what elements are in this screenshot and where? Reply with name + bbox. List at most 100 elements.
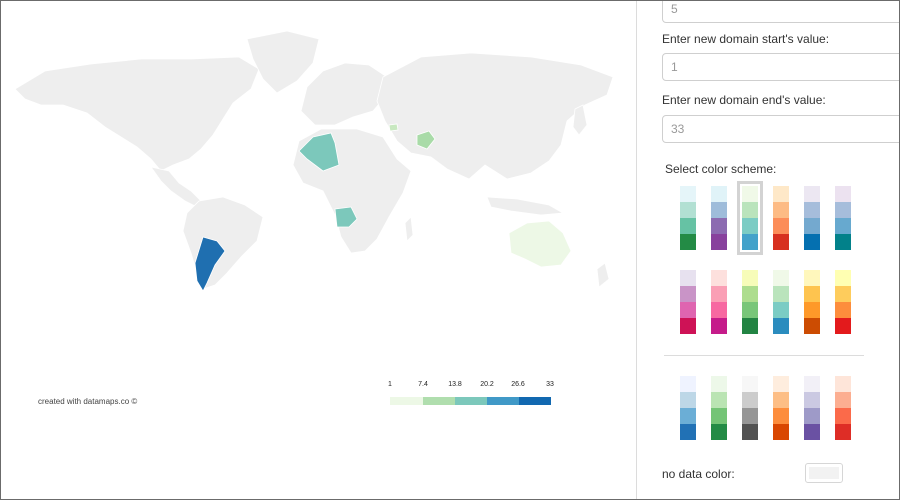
south-america-landmass [182,196,264,290]
color-scheme-swatch [680,424,696,440]
domain-start-input[interactable] [662,53,900,81]
color-scheme-option[interactable] [742,376,758,440]
color-scheme-swatch [804,424,820,440]
legend-swatch [519,397,551,405]
color-scheme-swatch [711,424,727,440]
color-scheme-swatch [835,424,851,440]
north-america-landmass [14,56,260,172]
color-scheme-swatch [773,392,789,408]
legend-label: 26.6 [511,381,525,388]
color-scheme-swatch [711,218,727,234]
color-scheme-swatch [773,408,789,424]
new-zealand-landmass [596,262,610,288]
color-scheme-option[interactable] [804,376,820,440]
color-scheme-option[interactable] [711,186,727,250]
color-scheme-swatch [742,202,758,218]
color-scheme-option[interactable] [835,270,851,334]
color-scheme-swatch [804,318,820,334]
color-scheme-swatch [742,186,758,202]
color-scheme-option[interactable] [680,270,696,334]
legend-label: 20.2 [480,381,494,388]
color-scheme-option[interactable] [773,376,789,440]
no-data-color-swatch [809,467,839,479]
country-australia [508,220,572,268]
color-scheme-swatch [773,234,789,250]
map-credit: created with datamaps.co © [38,397,138,406]
madagascar-landmass [404,216,414,242]
color-scheme-swatch [804,408,820,424]
color-scheme-option[interactable] [804,186,820,250]
legend-label: 1 [388,381,392,388]
color-scheme-swatch [773,302,789,318]
color-scheme-option[interactable] [680,376,696,440]
domain-end-label: Enter new domain end's value: [662,93,826,107]
domain-end-input[interactable] [662,115,900,143]
color-scheme-swatch [711,270,727,286]
color-scheme-swatch [742,234,758,250]
country-armenia [388,123,399,132]
legend-swatch [390,397,423,405]
color-scheme-swatch [804,218,820,234]
no-data-color-picker[interactable] [805,463,843,483]
color-scheme-swatch [742,408,758,424]
country-angola [334,206,358,228]
color-scheme-option[interactable] [835,186,851,250]
color-scheme-swatch [680,318,696,334]
legend-swatch [487,397,519,405]
color-scheme-swatch [680,234,696,250]
color-scheme-swatch [773,202,789,218]
color-scheme-option[interactable] [742,270,758,334]
color-scheme-option[interactable] [711,376,727,440]
color-scheme-swatch [773,218,789,234]
color-scheme-option[interactable] [804,270,820,334]
color-scheme-swatch [835,392,851,408]
color-scheme-swatch [773,318,789,334]
color-scheme-swatch [680,408,696,424]
legend-swatch [423,397,455,405]
color-scheme-swatch [742,376,758,392]
japan-landmass [572,104,588,136]
color-scheme-option[interactable] [835,376,851,440]
indonesia-landmass [486,196,565,216]
color-scheme-option[interactable] [773,270,789,334]
color-scheme-swatch [742,392,758,408]
map-legend: 1 7.4 13.8 20.2 26.6 33 [388,381,554,407]
color-scheme-swatch [742,286,758,302]
legend-label: 13.8 [448,381,462,388]
top-value-input[interactable] [662,1,900,23]
legend-label: 7.4 [418,381,428,388]
color-scheme-swatch [680,376,696,392]
color-scheme-swatch [680,302,696,318]
color-scheme-swatch [835,186,851,202]
color-scheme-swatch [680,218,696,234]
color-scheme-swatch [835,270,851,286]
world-map[interactable] [1,1,636,499]
color-scheme-swatch [680,392,696,408]
color-scheme-title: Select color scheme: [665,162,777,176]
color-scheme-swatch [835,234,851,250]
color-scheme-swatch [835,202,851,218]
color-scheme-option[interactable] [711,270,727,334]
color-scheme-swatch [773,270,789,286]
color-scheme-option[interactable] [773,186,789,250]
legend-swatch [455,397,487,405]
color-scheme-swatch [804,186,820,202]
color-scheme-swatch [711,286,727,302]
color-scheme-swatch [804,392,820,408]
central-america-landmass [150,166,202,208]
europe-landmass [300,62,388,126]
color-scheme-swatch [835,376,851,392]
color-scheme-option[interactable] [737,181,763,255]
country-algeria [298,132,340,172]
color-scheme-swatch [773,286,789,302]
color-scheme-swatch [742,302,758,318]
color-scheme-swatch [680,270,696,286]
color-scheme-swatch [835,318,851,334]
color-scheme-option[interactable] [680,186,696,250]
color-scheme-swatch [835,286,851,302]
color-scheme-swatch [711,392,727,408]
country-argentina [194,236,226,292]
color-scheme-swatch [742,270,758,286]
legend-label: 33 [546,381,554,388]
color-scheme-swatch [773,376,789,392]
